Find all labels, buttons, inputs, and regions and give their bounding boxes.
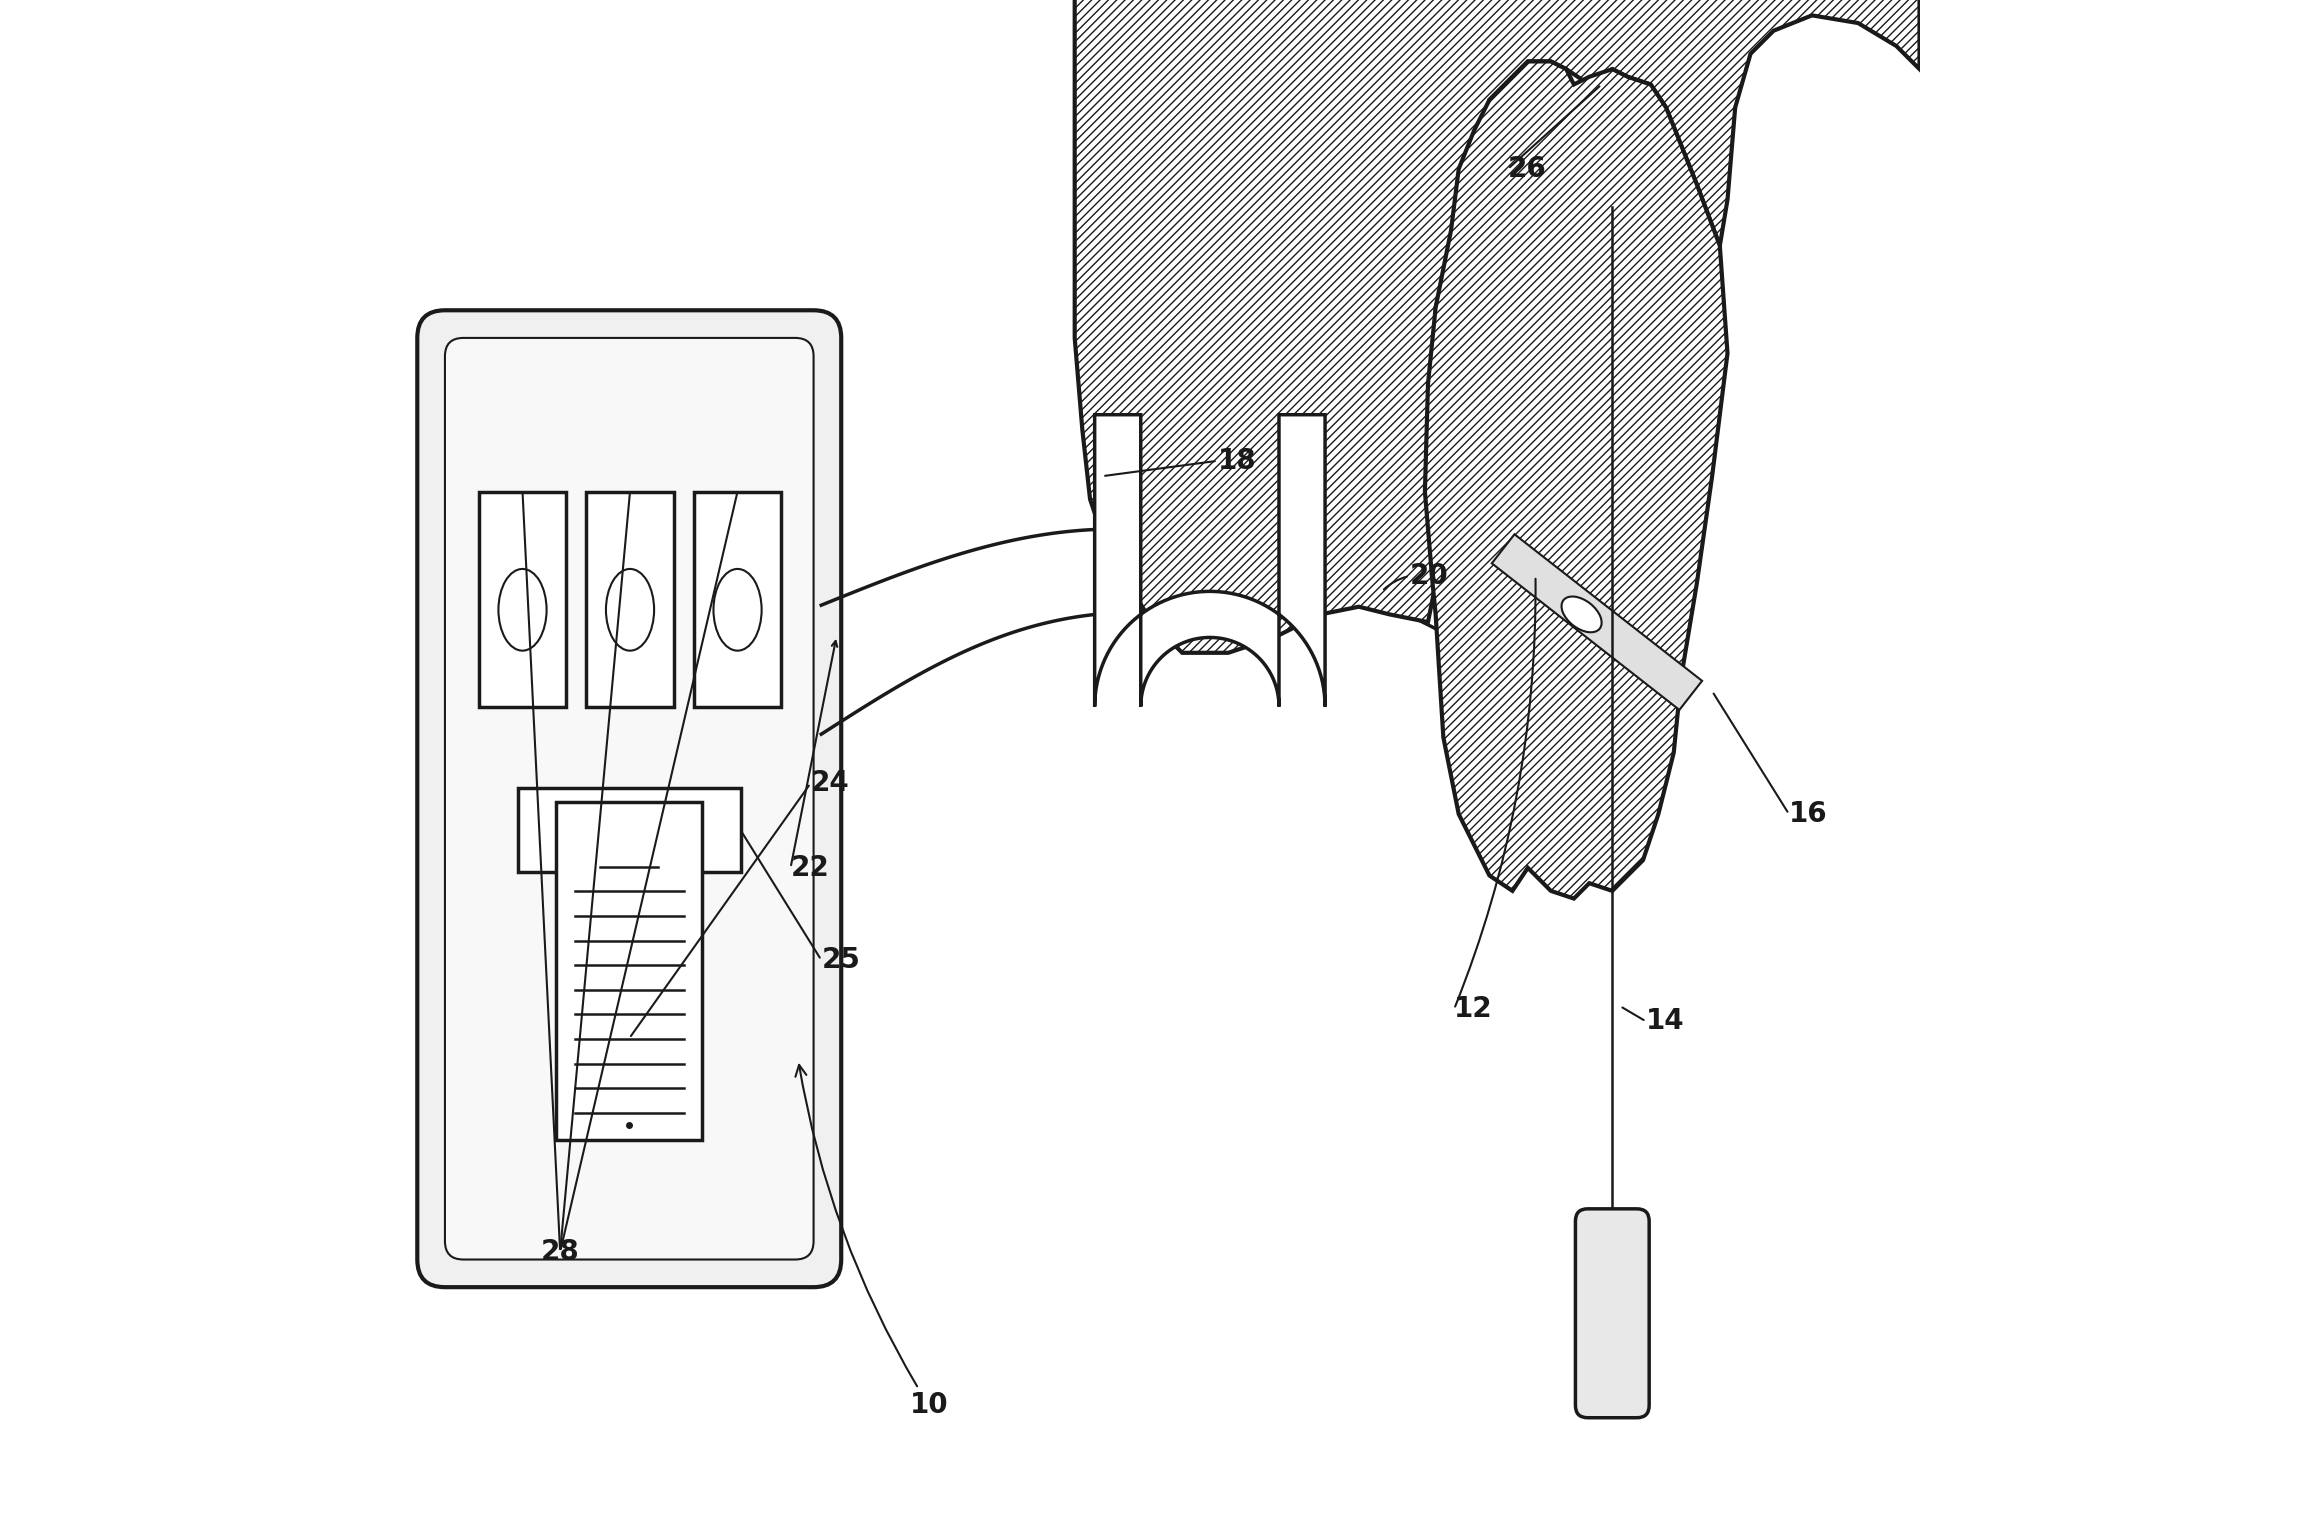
Text: 10: 10 — [795, 1064, 949, 1419]
Polygon shape — [693, 492, 781, 707]
Text: 28: 28 — [541, 1238, 580, 1266]
Polygon shape — [479, 492, 567, 707]
Text: 16: 16 — [1789, 800, 1829, 828]
Text: 26: 26 — [1508, 155, 1548, 183]
Polygon shape — [1076, 0, 1918, 653]
Text: 18: 18 — [1218, 447, 1255, 475]
Polygon shape — [557, 802, 702, 1140]
Polygon shape — [1492, 535, 1702, 710]
Polygon shape — [518, 788, 742, 872]
Ellipse shape — [1561, 596, 1601, 633]
Polygon shape — [1094, 415, 1324, 707]
FancyBboxPatch shape — [417, 310, 841, 1287]
Ellipse shape — [714, 568, 762, 651]
Text: 24: 24 — [811, 770, 850, 797]
Text: 12: 12 — [1453, 995, 1492, 1023]
Polygon shape — [587, 492, 675, 707]
Polygon shape — [1426, 61, 1727, 899]
Text: 20: 20 — [1409, 562, 1449, 590]
Ellipse shape — [606, 568, 654, 651]
FancyBboxPatch shape — [444, 338, 813, 1260]
Text: 25: 25 — [822, 946, 859, 974]
Text: 14: 14 — [1647, 1008, 1686, 1035]
Ellipse shape — [497, 568, 546, 651]
Text: 22: 22 — [790, 854, 829, 882]
FancyBboxPatch shape — [1575, 1209, 1649, 1418]
